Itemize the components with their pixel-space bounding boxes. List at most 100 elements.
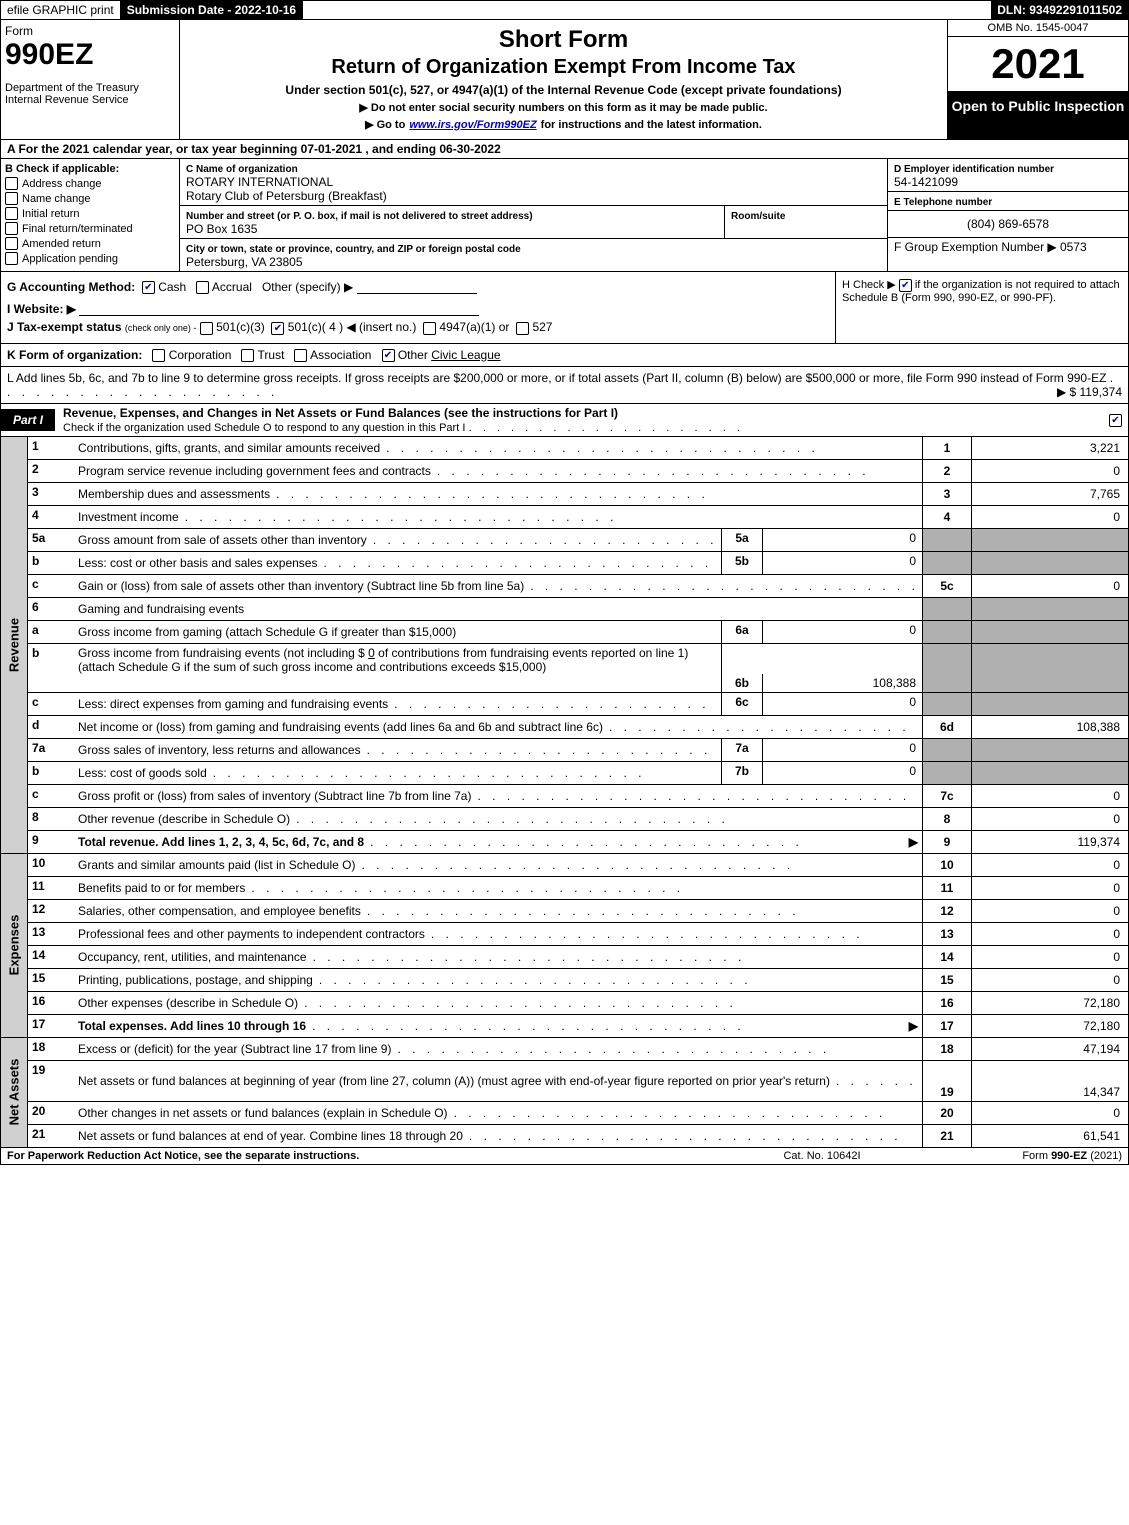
line-3: 3 Membership dues and assessments 3 7,76…	[28, 483, 1128, 506]
line-6a: a Gross income from gaming (attach Sched…	[28, 621, 1128, 644]
section-a: A For the 2021 calendar year, or tax yea…	[0, 140, 1129, 159]
ein-value: 54-1421099	[894, 175, 958, 189]
line-16: 16 Other expenses (describe in Schedule …	[28, 992, 1128, 1015]
cb-501c4[interactable]	[271, 322, 284, 335]
header-left: Form 990EZ Department of the Treasury In…	[1, 20, 180, 139]
department-label: Department of the Treasury Internal Reve…	[5, 82, 175, 106]
cb-4947[interactable]	[423, 322, 436, 335]
line-7c-value: 0	[972, 785, 1128, 807]
line-5c-value: 0	[972, 575, 1128, 597]
cb-address-change[interactable]: Address change	[5, 177, 175, 190]
line-14: 14 Occupancy, rent, utilities, and maint…	[28, 946, 1128, 969]
line-12-value: 0	[972, 900, 1128, 922]
cb-trust[interactable]	[241, 349, 254, 362]
cb-schedule-o-part1[interactable]	[1109, 414, 1122, 427]
efile-link[interactable]: efile GRAPHIC print	[1, 1, 121, 19]
org-block: B Check if applicable: Address change Na…	[0, 159, 1129, 272]
title-main: Return of Organization Exempt From Incom…	[188, 56, 939, 79]
line-2-value: 0	[972, 460, 1128, 482]
top-bar: efile GRAPHIC print Submission Date - 20…	[0, 0, 1129, 20]
line-6b: b Gross income from fundraising events (…	[28, 644, 1128, 693]
website-input[interactable]	[79, 303, 479, 316]
line-20: 20 Other changes in net assets or fund b…	[28, 1102, 1128, 1125]
col-b-label: B Check if applicable:	[5, 163, 175, 175]
row-h: H Check ▶ if the organization is not req…	[835, 272, 1128, 343]
netassets-tab: Net Assets	[1, 1038, 28, 1147]
form-footer: Form 990-EZ (2021)	[922, 1150, 1122, 1162]
line-7a: 7a Gross sales of inventory, less return…	[28, 739, 1128, 762]
line-7a-value: 0	[763, 739, 922, 761]
cb-cash[interactable]	[142, 281, 155, 294]
org-name-1: ROTARY INTERNATIONAL	[186, 175, 333, 189]
omb-number: OMB No. 1545-0047	[948, 20, 1128, 37]
line-6c: c Less: direct expenses from gaming and …	[28, 693, 1128, 716]
line-9: 9 Total revenue. Add lines 1, 2, 3, 4, 5…	[28, 831, 1128, 853]
header-right: OMB No. 1545-0047 2021 Open to Public In…	[947, 20, 1128, 139]
col-b: B Check if applicable: Address change Na…	[1, 159, 180, 271]
line-12: 12 Salaries, other compensation, and emp…	[28, 900, 1128, 923]
line-8: 8 Other revenue (describe in Schedule O)…	[28, 808, 1128, 831]
line-4-value: 0	[972, 506, 1128, 528]
part-1-tab: Part I	[1, 409, 55, 431]
netassets-block: Net Assets 18 Excess or (deficit) for th…	[0, 1038, 1129, 1148]
row-g-h: G Accounting Method: Cash Accrual Other …	[0, 272, 1129, 344]
cb-final-return[interactable]: Final return/terminated	[5, 222, 175, 235]
title-short-form: Short Form	[188, 26, 939, 54]
row-g-left: G Accounting Method: Cash Accrual Other …	[1, 272, 835, 343]
line-7b: b Less: cost of goods sold 7b0	[28, 762, 1128, 785]
line-18: 18 Excess or (deficit) for the year (Sub…	[28, 1038, 1128, 1061]
line-6d: d Net income or (loss) from gaming and f…	[28, 716, 1128, 739]
line-17-value: 72,180	[972, 1015, 1128, 1037]
cb-name-change[interactable]: Name change	[5, 192, 175, 205]
other-org-value: Civic League	[431, 348, 500, 362]
form-number: 990EZ	[5, 38, 175, 72]
line-19: 19 Net assets or fund balances at beginn…	[28, 1061, 1128, 1102]
line-13-value: 0	[972, 923, 1128, 945]
line-18-value: 47,194	[972, 1038, 1128, 1060]
line-5a: 5a Gross amount from sale of assets othe…	[28, 529, 1128, 552]
note-2: ▶ Go to www.irs.gov/Form990EZ for instru…	[188, 118, 939, 131]
cb-schedule-b[interactable]	[899, 279, 912, 292]
line-4: 4 Investment income 4 0	[28, 506, 1128, 529]
form-header: Form 990EZ Department of the Treasury In…	[0, 20, 1129, 140]
phone-label-block: E Telephone number	[888, 192, 1128, 211]
line-6c-value: 0	[763, 693, 922, 715]
cb-527[interactable]	[516, 322, 529, 335]
expenses-block: Expenses 10 Grants and similar amounts p…	[0, 854, 1129, 1038]
line-5b: b Less: cost or other basis and sales ex…	[28, 552, 1128, 575]
other-specify-input[interactable]	[357, 281, 477, 294]
paperwork-notice: For Paperwork Reduction Act Notice, see …	[7, 1150, 722, 1162]
cb-other-org[interactable]	[382, 349, 395, 362]
line-1-value: 3,221	[972, 437, 1128, 459]
line-11: 11 Benefits paid to or for members 11 0	[28, 877, 1128, 900]
cb-corporation[interactable]	[152, 349, 165, 362]
line-6d-value: 108,388	[972, 716, 1128, 738]
cb-initial-return[interactable]: Initial return	[5, 207, 175, 220]
cb-application-pending[interactable]: Application pending	[5, 252, 175, 265]
irs-link[interactable]: www.irs.gov/Form990EZ	[409, 119, 536, 131]
line-19-value: 14,347	[972, 1061, 1128, 1101]
cb-501c3[interactable]	[200, 322, 213, 335]
note-1: ▶ Do not enter social security numbers o…	[188, 101, 939, 114]
cb-association[interactable]	[294, 349, 307, 362]
part-1-title: Revenue, Expenses, and Changes in Net As…	[55, 404, 1103, 436]
subtitle: Under section 501(c), 527, or 4947(a)(1)…	[188, 83, 939, 97]
line-5a-value: 0	[763, 529, 922, 551]
line-21: 21 Net assets or fund balances at end of…	[28, 1125, 1128, 1147]
col-de: D Employer identification number 54-1421…	[887, 159, 1128, 271]
line-20-value: 0	[972, 1102, 1128, 1124]
line-6: 6 Gaming and fundraising events	[28, 598, 1128, 621]
line-5b-value: 0	[763, 552, 922, 574]
org-name-2: Rotary Club of Petersburg (Breakfast)	[186, 189, 387, 203]
line-17: 17 Total expenses. Add lines 10 through …	[28, 1015, 1128, 1037]
gross-receipts: ▶ $ 119,374	[1057, 385, 1122, 399]
cb-accrual[interactable]	[196, 281, 209, 294]
line-16-value: 72,180	[972, 992, 1128, 1014]
cb-amended-return[interactable]: Amended return	[5, 237, 175, 250]
page-footer: For Paperwork Reduction Act Notice, see …	[0, 1148, 1129, 1165]
line-10-value: 0	[972, 854, 1128, 876]
dln: DLN: 93492291011502	[991, 1, 1128, 19]
line-21-value: 61,541	[972, 1125, 1128, 1147]
street-value: PO Box 1635	[186, 222, 257, 236]
org-name-block: C Name of organization ROTARY INTERNATIO…	[180, 159, 887, 206]
